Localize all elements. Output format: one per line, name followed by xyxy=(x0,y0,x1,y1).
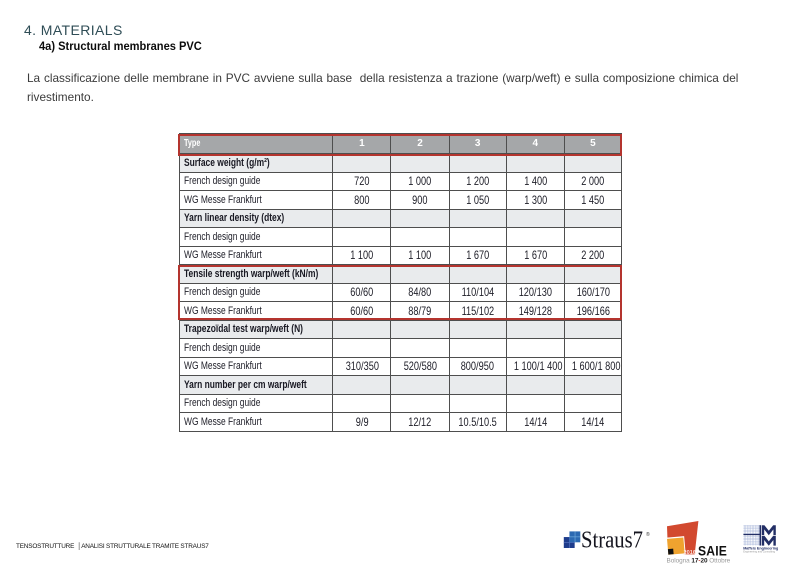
svg-text:SAIE: SAIE xyxy=(698,543,727,559)
svg-text:Straus7: Straus7 xyxy=(581,528,643,554)
svg-text:Maffeis Engineering: Maffeis Engineering xyxy=(743,546,778,550)
svg-text:®: ® xyxy=(646,531,650,538)
svg-text:Bologna 17-20 Ottobre: Bologna 17-20 Ottobre xyxy=(667,557,731,564)
svg-text:2016: 2016 xyxy=(684,550,696,556)
svg-text:Engineering and Consulting: Engineering and Consulting xyxy=(743,550,775,554)
